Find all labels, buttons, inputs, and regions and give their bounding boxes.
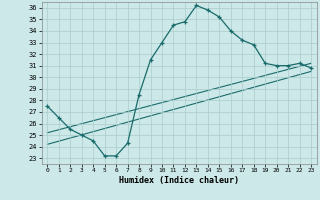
X-axis label: Humidex (Indice chaleur): Humidex (Indice chaleur) bbox=[119, 176, 239, 185]
